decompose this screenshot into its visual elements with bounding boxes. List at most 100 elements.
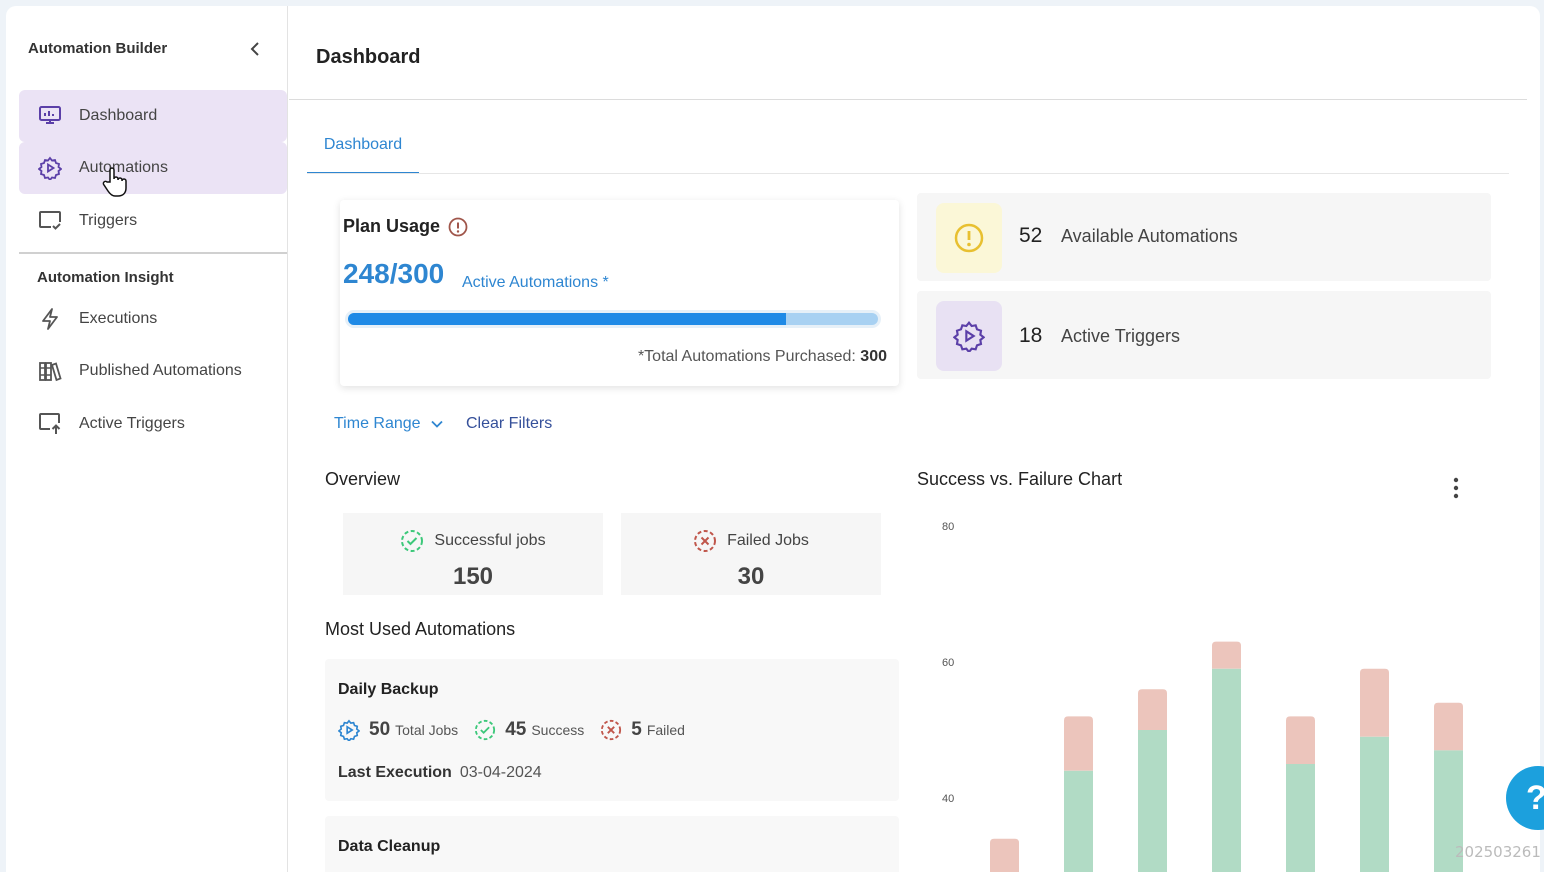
successful-jobs-card: Successful jobs 150 (343, 513, 603, 595)
success-failure-chart: 40 60 80 (942, 521, 1463, 872)
more-options-icon[interactable] (1446, 475, 1466, 501)
success-jobs-value: 45 (505, 719, 527, 740)
plan-usage-title: Plan Usage (343, 216, 441, 236)
books-icon (37, 358, 63, 384)
y-tick-label: 80 (942, 521, 954, 533)
sidebar-item-dashboard[interactable]: Dashboard (19, 90, 287, 142)
failure-bar[interactable] (1138, 689, 1167, 730)
image-stamp: 202503261 (1455, 843, 1541, 861)
failed-jobs-value: 30 (737, 563, 765, 590)
chart-title: Success vs. Failure Chart (917, 469, 1123, 489)
available-automations-card: 52 Available Automations (917, 193, 1491, 281)
available-automations-label: Available Automations (1061, 226, 1238, 246)
header-divider (289, 99, 1527, 100)
y-tick-label: 60 (942, 657, 954, 669)
failure-bar[interactable] (1212, 641, 1241, 669)
sidebar-title: Automation Builder (28, 40, 168, 57)
failure-bar[interactable] (1286, 716, 1315, 764)
plan-usage-label: Active Automations * (462, 274, 609, 291)
failure-bar[interactable] (1360, 668, 1389, 737)
time-range-dropdown[interactable]: Time Range (334, 415, 443, 433)
success-jobs-label: Success (531, 722, 585, 738)
plan-usage-progress-bar (345, 310, 881, 328)
failed-jobs-label: Failed (646, 722, 685, 738)
x-circle-icon (694, 530, 717, 552)
sidebar-item-label: Dashboard (79, 107, 158, 124)
help-button[interactable]: ? (1506, 766, 1544, 830)
active-triggers-card: 18 Active Triggers (917, 291, 1491, 379)
last-execution-value: 03-04-2024 (459, 764, 542, 781)
active-triggers-label: Active Triggers (1061, 326, 1181, 346)
sidebar-divider (19, 252, 287, 254)
plan-usage-count: 248/300 (343, 258, 445, 289)
automation-name: Daily Backup (338, 681, 439, 698)
tab-divider (307, 173, 1509, 174)
info-icon[interactable] (448, 217, 468, 237)
x-circle-icon (601, 719, 622, 741)
plan-total-text: *Total Automations Purchased: 300 (637, 348, 887, 365)
screen-upload-icon (37, 411, 63, 437)
automation-stats: 50 Total Jobs 45 Success 5 Failed (338, 719, 701, 741)
most-used-title: Most Used Automations (325, 619, 516, 639)
success-bar[interactable] (1138, 730, 1167, 872)
gear-play-icon (37, 155, 63, 181)
chevron-down-icon (430, 420, 443, 428)
sidebar-item-label: Published Automations (79, 362, 242, 379)
page-title: Dashboard (316, 46, 421, 68)
last-execution: Last Execution 03-04-2024 (338, 764, 542, 782)
lightning-icon (37, 306, 63, 332)
gear-play-icon (338, 719, 360, 741)
failure-bar[interactable] (990, 838, 1019, 872)
sidebar-item-active-triggers[interactable]: Active Triggers (19, 398, 287, 450)
alert-circle-icon (954, 223, 984, 253)
chevron-left-icon (250, 42, 259, 56)
failure-bar[interactable] (1434, 702, 1463, 751)
successful-jobs-value: 150 (452, 563, 494, 590)
successful-jobs-label: Successful jobs (434, 532, 546, 549)
sidebar-item-executions[interactable]: Executions (19, 293, 287, 345)
collapse-sidebar-button[interactable] (246, 39, 264, 59)
gear-play-icon (953, 320, 985, 352)
sidebar-item-triggers[interactable]: Triggers (19, 195, 287, 247)
sidebar-section-title: Automation Insight (37, 269, 174, 286)
active-triggers-value: 18 (1019, 324, 1043, 347)
sidebar-item-label: Active Triggers (79, 415, 185, 432)
automation-card-daily-backup[interactable]: Daily Backup 50 Total Jobs 45 Success 5 … (325, 659, 899, 801)
hand-cursor-icon (102, 167, 127, 197)
sidebar-item-published-automations[interactable]: Published Automations (19, 345, 287, 397)
failure-bar[interactable] (1064, 716, 1093, 771)
plan-usage-progress-fill (348, 313, 787, 325)
plan-total-value: 300 (860, 348, 887, 365)
app-window: Automation Builder Dashboard Automations… (6, 6, 1540, 872)
sidebar-item-label: Triggers (79, 212, 138, 229)
success-bar[interactable] (1212, 668, 1241, 872)
success-bar[interactable] (1434, 750, 1463, 872)
monitor-chart-icon (37, 103, 63, 129)
automation-card-data-cleanup[interactable]: Data Cleanup (325, 816, 899, 872)
check-circle-icon (475, 719, 496, 741)
plan-usage-card: Plan Usage 248/300 Active Automations * … (340, 200, 899, 386)
failed-jobs-card: Failed Jobs 30 (621, 513, 881, 595)
overview-title: Overview (325, 469, 401, 489)
tab-dashboard[interactable]: Dashboard (307, 124, 419, 174)
failed-jobs-label: Failed Jobs (727, 532, 809, 549)
automation-name: Data Cleanup (338, 838, 441, 855)
failed-jobs-value: 5 (631, 719, 642, 740)
trigger-badge (936, 301, 1002, 371)
last-execution-label: Last Execution (338, 764, 452, 781)
sidebar: Automation Builder Dashboard Automations… (6, 6, 288, 872)
check-circle-icon (401, 530, 424, 552)
success-bar[interactable] (1064, 770, 1093, 872)
y-tick-label: 40 (942, 793, 954, 805)
clear-filters-button[interactable]: Clear Filters (466, 415, 553, 432)
screen-check-icon (37, 208, 63, 234)
success-bar[interactable] (1286, 764, 1315, 872)
available-automations-value: 52 (1019, 224, 1043, 247)
success-bar[interactable] (1360, 736, 1389, 872)
sidebar-item-automations[interactable]: Automations (19, 142, 287, 194)
time-range-label: Time Range (334, 415, 421, 432)
warning-badge (936, 203, 1002, 273)
sidebar-item-label: Executions (79, 310, 158, 327)
total-jobs-label: Total Jobs (395, 722, 459, 738)
total-jobs-value: 50 (369, 719, 391, 740)
